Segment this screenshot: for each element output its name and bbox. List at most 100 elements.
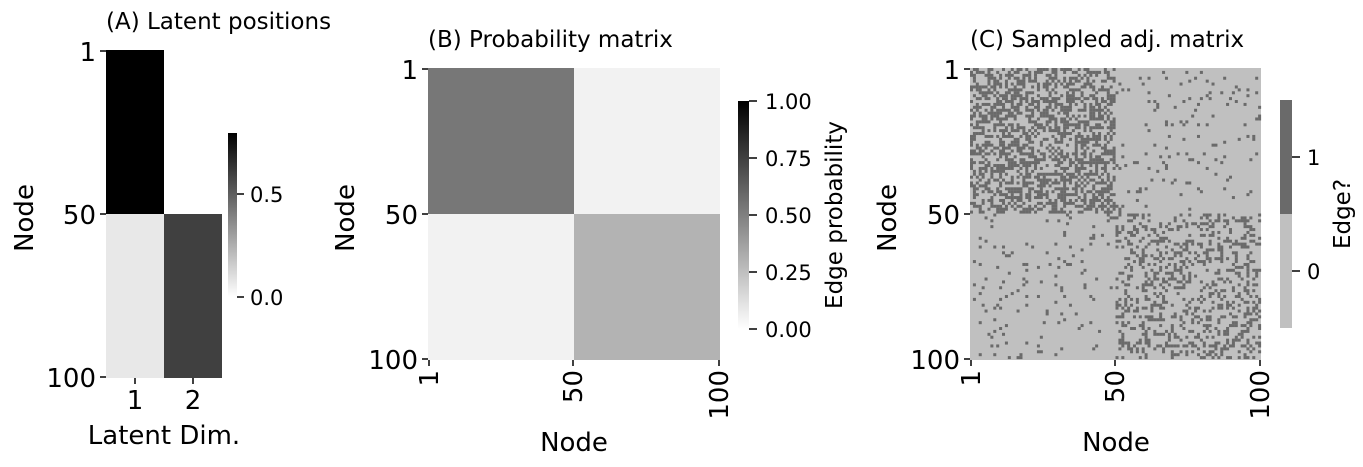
adjacency-edge-cell: [990, 190, 994, 194]
adjacency-edge-cell: [1095, 164, 1099, 168]
adjacency-edge-cell: [1060, 193, 1064, 197]
adjacency-edge-cell: [1019, 161, 1023, 165]
adjacency-edge-cell: [1185, 245, 1189, 249]
adjacency-edge-cell: [1156, 233, 1160, 237]
adjacency-edge-cell: [1054, 353, 1058, 357]
adjacency-edge-cell: [1243, 225, 1247, 229]
adjacency-edge-cell: [1243, 242, 1247, 246]
adjacency-edge-cell: [1167, 228, 1171, 232]
adjacency-edge-cell: [1071, 123, 1075, 127]
adjacency-edge-cell: [1063, 294, 1067, 298]
adjacency-edge-cell: [1226, 239, 1230, 243]
adjacency-edge-cell: [999, 297, 1003, 301]
adjacency-edge-cell: [1223, 155, 1227, 159]
adjacency-edge-cell: [1010, 149, 1014, 153]
adjacency-edge-cell: [1223, 332, 1227, 336]
adjacency-edge-cell: [1068, 158, 1072, 162]
adjacency-edge-cell: [972, 137, 976, 141]
adjacency-edge-cell: [1173, 242, 1177, 246]
adjacency-edge-cell: [1039, 97, 1043, 101]
adjacency-edge-cell: [1196, 315, 1200, 319]
adjacency-edge-cell: [1068, 201, 1072, 205]
adjacency-edge-cell: [1034, 204, 1038, 208]
adjacency-edge-cell: [1025, 73, 1029, 77]
adjacency-edge-cell: [1092, 198, 1096, 202]
adjacency-edge-cell: [1153, 108, 1157, 112]
adjacency-edge-cell: [1063, 198, 1067, 202]
adjacency-edge-cell: [1063, 76, 1067, 80]
adjacency-edge-cell: [1153, 318, 1157, 322]
adjacency-edge-cell: [1130, 242, 1134, 246]
adjacency-edge-cell: [1150, 239, 1154, 243]
adjacency-edge-cell: [984, 120, 988, 124]
adjacency-edge-cell: [1066, 166, 1070, 170]
adjacency-edge-cell: [1028, 204, 1032, 208]
adjacency-edge-cell: [1214, 283, 1218, 287]
adjacency-edge-cell: [1237, 265, 1241, 269]
adjacency-edge-cell: [1013, 143, 1017, 147]
adjacency-edge-cell: [1135, 309, 1139, 313]
adjacency-edge-cell: [1249, 344, 1253, 348]
adjacency-edge-cell: [1054, 164, 1058, 168]
adjacency-edge-cell: [1246, 292, 1250, 296]
adjacency-edge-cell: [1182, 260, 1186, 264]
adjacency-edge-cell: [975, 146, 979, 150]
adjacency-edge-cell: [1246, 193, 1250, 197]
adjacency-edge-cell: [1159, 306, 1163, 310]
adjacency-edge-cell: [1045, 123, 1049, 127]
adjacency-edge-cell: [1103, 100, 1107, 104]
adjacency-edge-cell: [1016, 196, 1020, 200]
adjacency-edge-cell: [1016, 356, 1020, 360]
adjacency-edge-cell: [975, 102, 979, 106]
adjacency-edge-cell: [1074, 70, 1078, 74]
adjacency-edge-cell: [1034, 76, 1038, 80]
adjacency-edge-cell: [1083, 149, 1087, 153]
adjacency-edge-cell: [1071, 193, 1075, 197]
adjacency-edge-cell: [1060, 134, 1064, 138]
adjacency-edge-cell: [1045, 79, 1049, 83]
adjacency-edge-cell: [1004, 114, 1008, 118]
adjacency-edge-cell: [1083, 196, 1087, 200]
adjacency-edge-cell: [1106, 91, 1110, 95]
adjacency-edge-cell: [1164, 76, 1168, 80]
adjacency-edge-cell: [1057, 146, 1061, 150]
adjacency-edge-cell: [1127, 274, 1131, 278]
adjacency-edge-cell: [1194, 222, 1198, 226]
adjacency-edge-cell: [1089, 155, 1093, 159]
adjacency-edge-cell: [1258, 236, 1262, 240]
adjacency-edge-cell: [1220, 289, 1224, 293]
adjacency-edge-cell: [1147, 129, 1151, 133]
adjacency-edge-cell: [1025, 169, 1029, 173]
adjacency-edge-cell: [993, 213, 997, 217]
adjacency-edge-cell: [1098, 193, 1102, 197]
adjacency-edge-cell: [1028, 120, 1032, 124]
adjacency-edge-cell: [1071, 201, 1075, 205]
adjacency-edge-cell: [1135, 286, 1139, 290]
adjacency-edge-cell: [1237, 303, 1241, 307]
adjacency-edge-cell: [1063, 260, 1067, 264]
adjacency-edge-cell: [1048, 155, 1052, 159]
adjacency-edge-cell: [987, 102, 991, 106]
adjacency-edge-cell: [999, 181, 1003, 185]
adjacency-edge-cell: [1080, 164, 1084, 168]
latent-cell-group2-dim1: [106, 214, 164, 378]
adjacency-edge-cell: [1010, 126, 1014, 130]
adjacency-edge-cell: [970, 85, 974, 89]
adjacency-edge-cell: [1109, 216, 1113, 220]
adjacency-edge-cell: [999, 94, 1003, 98]
adjacency-edge-cell: [1208, 329, 1212, 333]
adjacency-edge-cell: [1007, 143, 1011, 147]
adjacency-edge-cell: [1074, 198, 1078, 202]
adjacency-edge-cell: [984, 169, 988, 173]
adjacency-edge-cell: [1205, 123, 1209, 127]
adjacency-edge-cell: [1034, 70, 1038, 74]
adjacency-edge-cell: [987, 181, 991, 185]
adjacency-edge-cell: [1095, 108, 1099, 112]
adjacency-edge-cell: [1016, 190, 1020, 194]
adjacency-edge-cell: [1255, 76, 1259, 80]
adjacency-edge-cell: [1182, 123, 1186, 127]
adjacency-edge-cell: [1109, 198, 1113, 202]
adjacency-edge-cell: [1028, 108, 1032, 112]
adjacency-edge-cell: [999, 184, 1003, 188]
adjacency-edge-cell: [1074, 204, 1078, 208]
